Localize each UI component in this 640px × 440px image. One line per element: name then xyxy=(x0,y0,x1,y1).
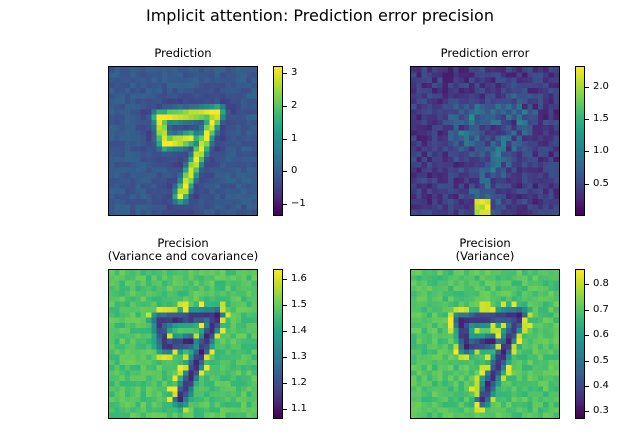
colorbar-tick-label: 0.3 xyxy=(593,405,609,416)
colorbar-tick-label: 0 xyxy=(291,165,298,176)
colorbar-tick xyxy=(585,411,589,412)
colorbar-tick-label: 1.5 xyxy=(291,299,307,310)
colorbar-tick xyxy=(585,151,589,152)
colorbar-tick-label: −1 xyxy=(291,198,306,209)
colorbar-tick xyxy=(283,204,287,205)
colorbar-tick xyxy=(283,357,287,358)
colorbar-tick-label: 1.0 xyxy=(593,145,609,156)
heatmap-prediction-error xyxy=(410,66,560,216)
colorbar-tick-label: 1.5 xyxy=(593,113,609,124)
colorbar-tick-label: 0.5 xyxy=(593,178,609,189)
colorbar-tick-label: 1.2 xyxy=(291,377,307,388)
panel-title-prediction: Prediction xyxy=(154,46,212,60)
colorbar-tick-label: 0.8 xyxy=(593,278,609,289)
colorbar-tick-label: 3 xyxy=(291,67,298,78)
panel-title-precision-variance-covariance: Precision (Variance and covariance) xyxy=(107,236,259,263)
colorbar-tick-label: 0.5 xyxy=(593,355,609,366)
colorbar-tick-label: 1.4 xyxy=(291,325,307,336)
colorbar-tick xyxy=(283,106,287,107)
colorbar-tick xyxy=(585,87,589,88)
colorbar-tick xyxy=(585,386,589,387)
colorbar-tick xyxy=(585,335,589,336)
heatmap-precision-variance-covariance xyxy=(108,269,258,419)
colorbar-tick-label: 1.6 xyxy=(291,273,307,284)
colorbar-tick xyxy=(585,184,589,185)
colorbar-tick xyxy=(283,279,287,280)
figure-title: Implicit attention: Prediction error pre… xyxy=(146,6,494,25)
colorbar-tick xyxy=(283,383,287,384)
colorbar-tick-label: 2 xyxy=(291,100,298,111)
colorbar-tick xyxy=(585,119,589,120)
colorbar-tick xyxy=(283,73,287,74)
colorbar-tick xyxy=(585,284,589,285)
colorbar-tick xyxy=(585,361,589,362)
colorbar-tick xyxy=(585,310,589,311)
colorbar-tick-label: 0.6 xyxy=(593,329,609,340)
colorbar-precision-variance-covariance xyxy=(273,269,283,419)
colorbar-tick-label: 2.0 xyxy=(593,81,609,92)
heatmap-precision-variance xyxy=(410,269,560,419)
colorbar-tick-label: 0.4 xyxy=(593,380,609,391)
colorbar-tick-label: 1.1 xyxy=(291,403,307,414)
colorbar-tick-label: 0.7 xyxy=(593,304,609,315)
colorbar-tick xyxy=(283,171,287,172)
colorbar-tick-label: 1.3 xyxy=(291,351,307,362)
panel-title-prediction-error: Prediction error xyxy=(440,46,530,60)
colorbar-prediction-error xyxy=(575,66,585,216)
panel-title-precision-variance: Precision (Variance) xyxy=(455,236,515,263)
heatmap-prediction xyxy=(108,66,258,216)
colorbar-tick xyxy=(283,409,287,410)
colorbar-precision-variance xyxy=(575,269,585,419)
colorbar-prediction xyxy=(273,66,283,216)
colorbar-tick-label: 1 xyxy=(291,133,298,144)
colorbar-tick xyxy=(283,305,287,306)
colorbar-tick xyxy=(283,139,287,140)
colorbar-tick xyxy=(283,331,287,332)
